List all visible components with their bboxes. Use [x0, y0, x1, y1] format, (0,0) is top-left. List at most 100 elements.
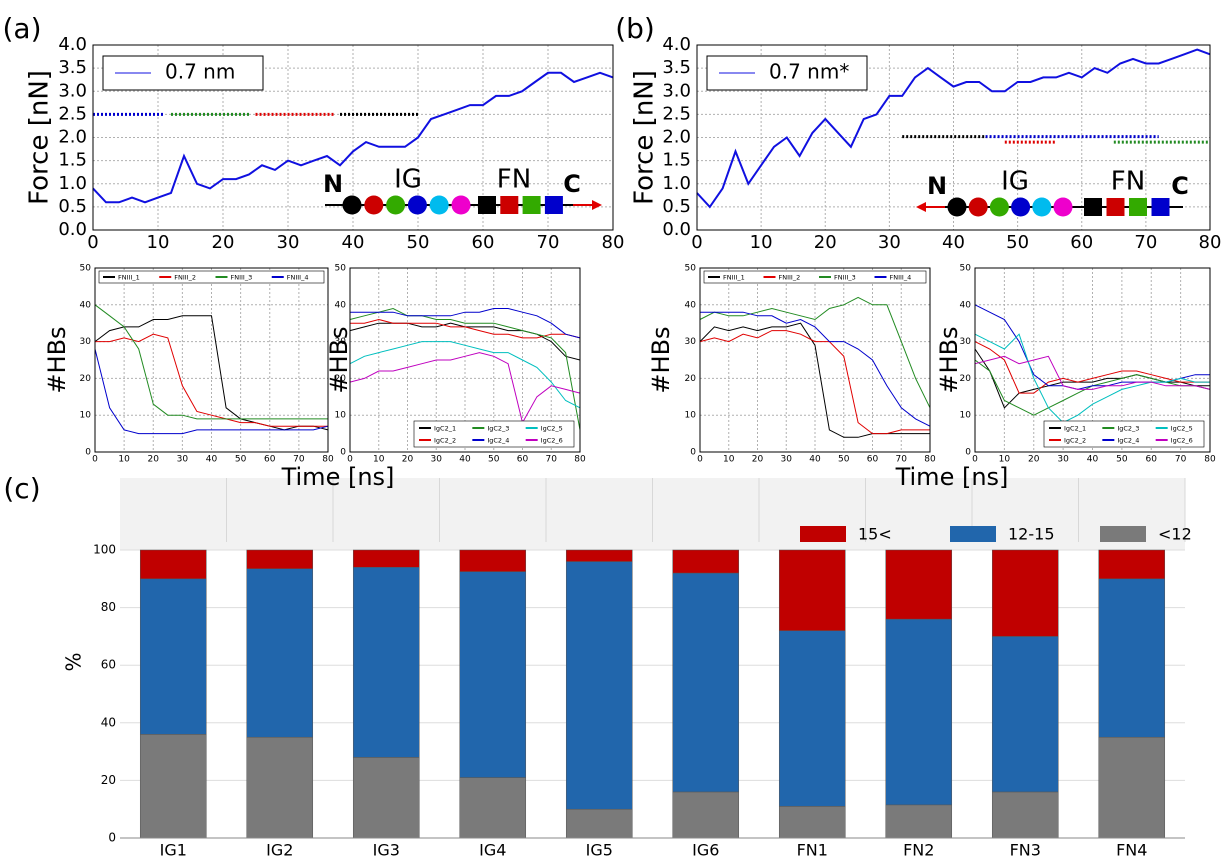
y-axis-label: #HBs: [325, 326, 353, 393]
y-axis-label: Force [nN]: [630, 70, 660, 205]
bar-segment: [246, 736, 314, 839]
x-tick-label: 70: [537, 232, 560, 253]
legend-box: [1043, 420, 1205, 448]
x-tick-label: 40: [809, 455, 821, 465]
schematic-label: IG: [1001, 167, 1029, 197]
x-tick-label: IG3: [373, 841, 400, 860]
y-tick-label: 100: [93, 543, 116, 557]
schematic-domain: [1032, 197, 1052, 217]
legend-swatch: [950, 526, 996, 542]
x-tick-label: 0: [691, 232, 702, 253]
x-tick-label: 70: [546, 455, 558, 465]
y-tick-label: 0: [690, 448, 696, 458]
schematic-label: FN: [1111, 167, 1145, 197]
y-tick-label: 10: [960, 411, 972, 421]
x-tick-label: 0: [92, 455, 98, 465]
bar-segment: [352, 567, 420, 758]
data-line: [974, 348, 1210, 409]
x-tick-label: 0: [697, 455, 703, 465]
y-tick-label: 0.5: [58, 196, 87, 217]
plot-frame: [349, 267, 581, 453]
data-line: [696, 48, 1211, 209]
y-tick-label: 3.5: [58, 57, 87, 78]
bar-segment: [672, 791, 740, 839]
x-tick-label: 20: [1028, 455, 1040, 465]
x-axis-label: Time [ns]: [281, 463, 395, 491]
y-tick-label: 10: [335, 411, 347, 421]
schematic-label: N: [323, 170, 343, 198]
y-tick-label: 10: [80, 411, 92, 421]
y-tick-label: 0.0: [662, 219, 691, 240]
x-tick-label: 0: [87, 232, 98, 253]
data-line: [699, 296, 931, 409]
legend-label: FNIII_3: [231, 274, 253, 282]
legend-label: IgC2_4: [1117, 437, 1139, 445]
x-tick-label: 40: [459, 455, 471, 465]
bar-segment: [885, 549, 953, 620]
bar-segment: [991, 549, 1059, 637]
legend-label: <12: [1158, 525, 1192, 544]
legend-label: IgC2_6: [541, 437, 563, 445]
schematic-domain: [451, 195, 471, 215]
data-line: [349, 341, 581, 409]
data-line: [974, 341, 1210, 394]
x-tick-label: 60: [472, 232, 495, 253]
y-tick-label: 20: [101, 773, 116, 787]
x-tick-label: 70: [293, 455, 305, 465]
y-tick-label: 50: [80, 264, 92, 274]
x-tick-label: 50: [1116, 455, 1128, 465]
y-tick-label: 50: [335, 264, 347, 274]
y-tick-label: 1.0: [662, 173, 691, 194]
legend-label: IgC2_2: [1064, 437, 1086, 445]
y-tick-label: 4.0: [662, 34, 691, 55]
legend-label: FNIII_4: [287, 274, 309, 282]
y-axis-label: %: [62, 652, 86, 671]
y-tick-label: 40: [960, 300, 972, 310]
y-tick-label: 40: [80, 300, 92, 310]
y-tick-label: 40: [335, 300, 347, 310]
y-tick-label: 20: [335, 374, 347, 384]
schematic-domain: [500, 196, 519, 214]
y-tick-label: 2.5: [58, 103, 87, 124]
legend-label: FNIII_1: [723, 274, 745, 282]
y-tick-label: 30: [685, 337, 697, 347]
data-line: [94, 348, 329, 435]
x-tick-label: 80: [1199, 232, 1222, 253]
x-tick-label: IG1: [160, 841, 187, 860]
data-line: [699, 330, 930, 435]
y-tick-label: 50: [685, 264, 697, 274]
y-tick-label: 40: [685, 300, 697, 310]
bar-segment: [778, 549, 846, 631]
bar-segment: [778, 806, 846, 839]
y-tick-label: 2.0: [58, 127, 87, 148]
schematic-domain: [968, 197, 988, 217]
legend-label: IgC2_2: [434, 437, 456, 445]
data-line: [349, 307, 581, 430]
legend-label: IgC2_1: [434, 425, 456, 433]
data-line: [350, 318, 581, 339]
x-tick-label: 80: [1204, 455, 1216, 465]
schematic-arrowhead: [592, 200, 602, 210]
legend-label: 0.7 nm*: [769, 60, 849, 84]
x-tick-label: 80: [924, 455, 936, 465]
schematic-domain: [1053, 197, 1073, 217]
schematic-domain: [989, 197, 1009, 217]
y-tick-label: 20: [685, 374, 697, 384]
x-tick-label: 40: [206, 455, 218, 465]
x-tick-label: 20: [148, 455, 160, 465]
y-tick-label: 50: [960, 264, 972, 274]
data-line: [94, 304, 328, 420]
x-tick-label: 30: [177, 455, 189, 465]
y-tick-label: 0: [108, 831, 116, 845]
y-tick-label: 0.5: [662, 196, 691, 217]
x-tick-label: 30: [431, 455, 443, 465]
y-tick-label: 30: [960, 337, 972, 347]
schematic-label: C: [563, 170, 581, 198]
y-tick-label: 80: [101, 600, 116, 614]
bar-segment: [672, 572, 740, 793]
panel-label: (b): [615, 12, 655, 45]
y-tick-label: 10: [685, 411, 697, 421]
legend-swatch: [800, 526, 846, 542]
data-line: [699, 322, 930, 438]
